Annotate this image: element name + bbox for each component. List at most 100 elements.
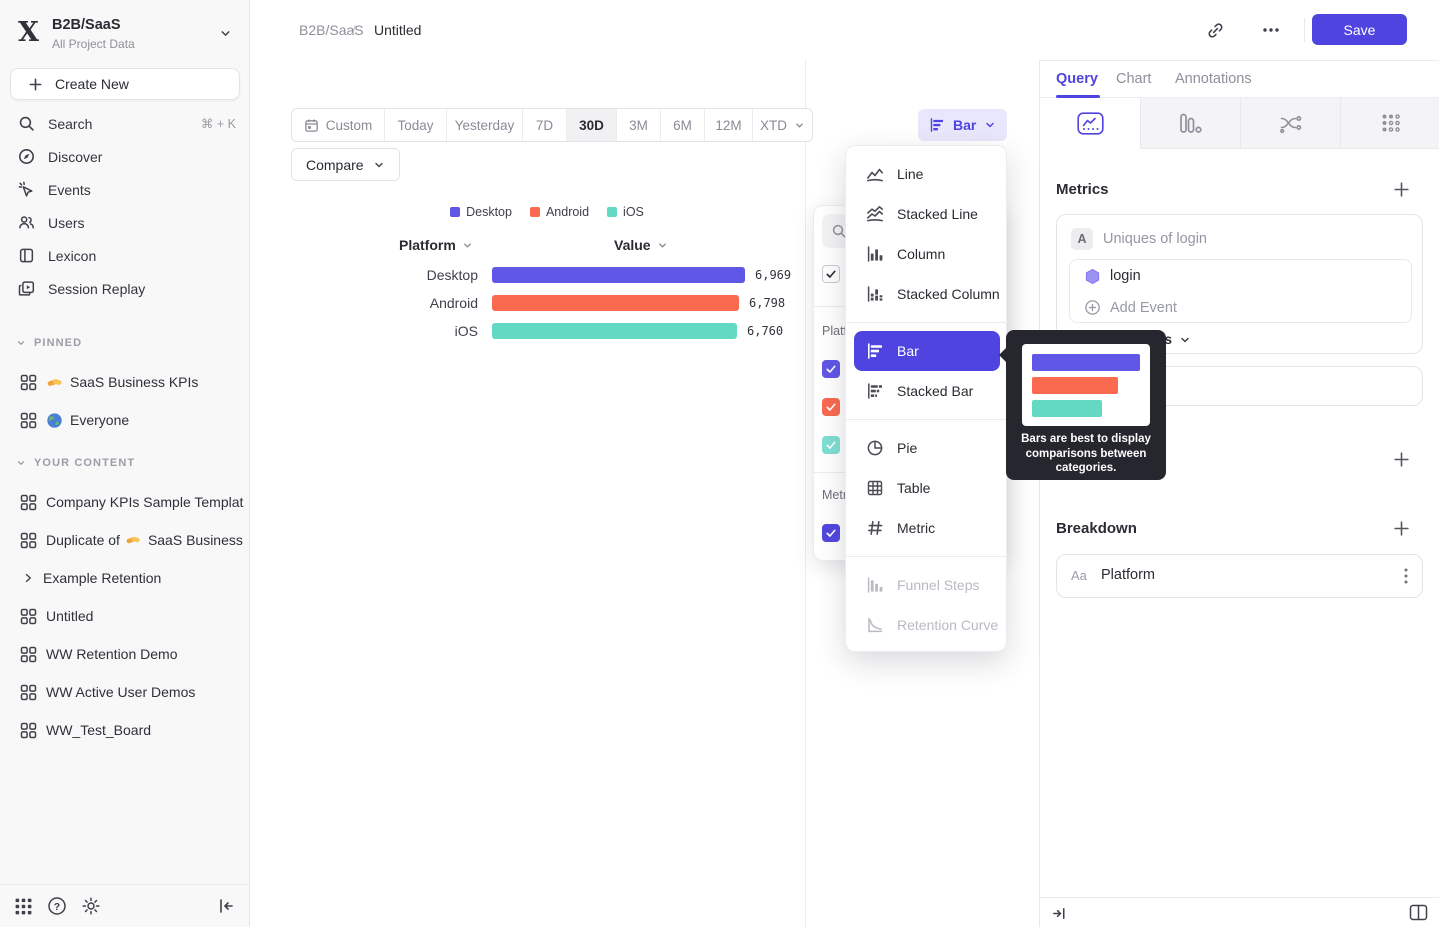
tooltip-bar-2 [1032,377,1118,394]
bar-android[interactable] [492,294,739,311]
add-filter-button[interactable] [1393,451,1410,468]
copy-link-icon[interactable] [1206,21,1225,40]
project-name: B2B/SaaS [52,17,121,33]
date-range-30d-selected[interactable]: 30D [566,109,616,141]
metric-name[interactable]: Uniques of login [1103,231,1207,247]
sidebar-item-users[interactable]: Users [0,206,250,239]
metric-letter-badge: A [1071,228,1093,250]
menu-item-stacked-line[interactable]: Stacked Line [854,194,1000,234]
sidebar-item-search[interactable]: Search ⌘ + K [0,107,250,140]
bar-desktop[interactable] [492,266,745,283]
date-range-control: Custom Today Yesterday 7D 30D 3M 6M 12M … [291,108,813,142]
your-content-section-header[interactable]: YOUR CONTENT [16,457,135,469]
collapse-sidebar-icon[interactable] [217,897,235,915]
add-event-label[interactable]: Add Event [1110,300,1177,316]
report-tab-insights[interactable] [1040,98,1140,149]
compare-button[interactable]: Compare [291,148,400,181]
sidebar-item-board[interactable]: Everyone [0,401,250,439]
add-event-plus-icon [1084,299,1101,316]
sidebar-item-session-replay[interactable]: Session Replay [0,272,250,305]
add-breakdown-button[interactable] [1393,520,1410,537]
board-label: WW Retention Demo [46,646,178,662]
create-new-label: Create New [55,76,129,92]
table-row: Android 6,798 [390,294,785,311]
row-value: 6,969 [755,267,792,282]
sort-chevron-icon [657,240,668,251]
column-header-platform[interactable]: Platform [399,237,473,253]
legend-item[interactable]: iOS [607,205,644,219]
help-icon[interactable]: ? [47,896,67,916]
menu-item-stacked-bar[interactable]: Stacked Bar [854,371,1000,411]
menu-item-bar-selected[interactable]: Bar [854,331,1000,371]
breakdown-title: Breakdown [1056,520,1137,537]
report-tab-flows[interactable] [1240,98,1340,149]
date-range-custom[interactable]: Custom [292,109,384,141]
sidebar-item-board[interactable]: WW_Test_Board [0,711,250,749]
menu-item-table[interactable]: Table [854,468,1000,508]
retention-icon [1381,113,1401,133]
report-tab-funnels[interactable] [1140,98,1240,149]
date-range-6m[interactable]: 6M [660,109,704,141]
board-label: Untitled [46,608,94,624]
date-range-12m[interactable]: 12M [704,109,752,141]
event-name[interactable]: login [1110,268,1141,284]
panel-tabs: Query Chart Annotations [1040,61,1439,98]
series-checkbox-android[interactable] [822,398,840,416]
chart-type-button[interactable]: Bar [918,109,1008,141]
sidebar-item-discover[interactable]: Discover [0,140,250,173]
settings-gear-icon[interactable] [81,896,101,916]
menu-item-pie[interactable]: Pie [854,428,1000,468]
date-range-yesterday[interactable]: Yesterday [446,109,522,141]
row-category: Desktop [426,266,478,283]
sidebar-item-lexicon[interactable]: Lexicon [0,239,250,272]
tooltip-bar-1 [1032,354,1140,371]
breakdown-card[interactable]: Aa Platform [1056,554,1423,598]
sidebar-item-board[interactable]: WW Active User Demos [0,673,250,711]
date-range-7d[interactable]: 7D [522,109,566,141]
menu-item-stacked-column[interactable]: Stacked Column [854,274,1000,314]
sidebar-item-board[interactable]: SaaS Business KPIs [0,363,250,401]
menu-item-column[interactable]: Column [854,234,1000,274]
search-shortcut: ⌘ + K [200,117,236,131]
kebab-menu-icon[interactable] [1404,568,1408,584]
sidebar-item-board[interactable]: Company KPIs Sample Templat [0,483,250,521]
date-range-today[interactable]: Today [384,109,446,141]
sidebar-item-folder[interactable]: Example Retention [0,559,250,597]
breadcrumb-project[interactable]: B2B/SaaS [299,22,364,38]
column-header-value[interactable]: Value [614,237,668,253]
series-checkbox-ios[interactable] [822,436,840,454]
menu-item-metric[interactable]: Metric [854,508,1000,548]
legend-item[interactable]: Desktop [450,205,512,219]
create-new-button[interactable]: Create New [10,68,240,100]
apps-grid-icon[interactable] [14,897,33,916]
more-options-icon[interactable] [1262,27,1280,33]
board-icon [20,608,37,625]
collapse-panel-icon[interactable] [1051,905,1068,922]
metric-checkbox[interactable] [822,524,840,542]
event-group: login Add Event [1069,259,1412,323]
add-metric-button[interactable] [1393,181,1410,198]
select-all-checkbox[interactable] [822,265,840,283]
menu-item-funnel-steps: Funnel Steps [854,565,1000,605]
sidebar-item-board[interactable]: Duplicate of SaaS Business [0,521,250,559]
date-range-3m[interactable]: 3M [616,109,660,141]
sidebar-item-board[interactable]: Untitled [0,597,250,635]
save-button[interactable]: Save [1312,14,1407,45]
board-label: Company KPIs Sample Templat [46,494,244,510]
legend-item[interactable]: Android [529,205,589,219]
sidebar-item-events[interactable]: Events [0,173,250,206]
tab-query[interactable]: Query [1056,71,1098,87]
date-range-xtd[interactable]: XTD [752,109,812,141]
project-switcher[interactable] [0,8,250,60]
tab-annotations[interactable]: Annotations [1175,71,1252,87]
sidebar-item-board[interactable]: WW Retention Demo [0,635,250,673]
bar-ios[interactable] [492,322,737,339]
breadcrumb-page[interactable]: Untitled [374,22,422,38]
report-tab-retention[interactable] [1340,98,1439,149]
pinned-section-header[interactable]: PINNED [16,337,82,349]
tab-chart[interactable]: Chart [1116,71,1152,87]
menu-item-line[interactable]: Line [854,154,1000,194]
svg-text:X: X [18,17,39,46]
series-checkbox-desktop[interactable] [822,360,840,378]
split-panel-icon[interactable] [1409,904,1428,921]
